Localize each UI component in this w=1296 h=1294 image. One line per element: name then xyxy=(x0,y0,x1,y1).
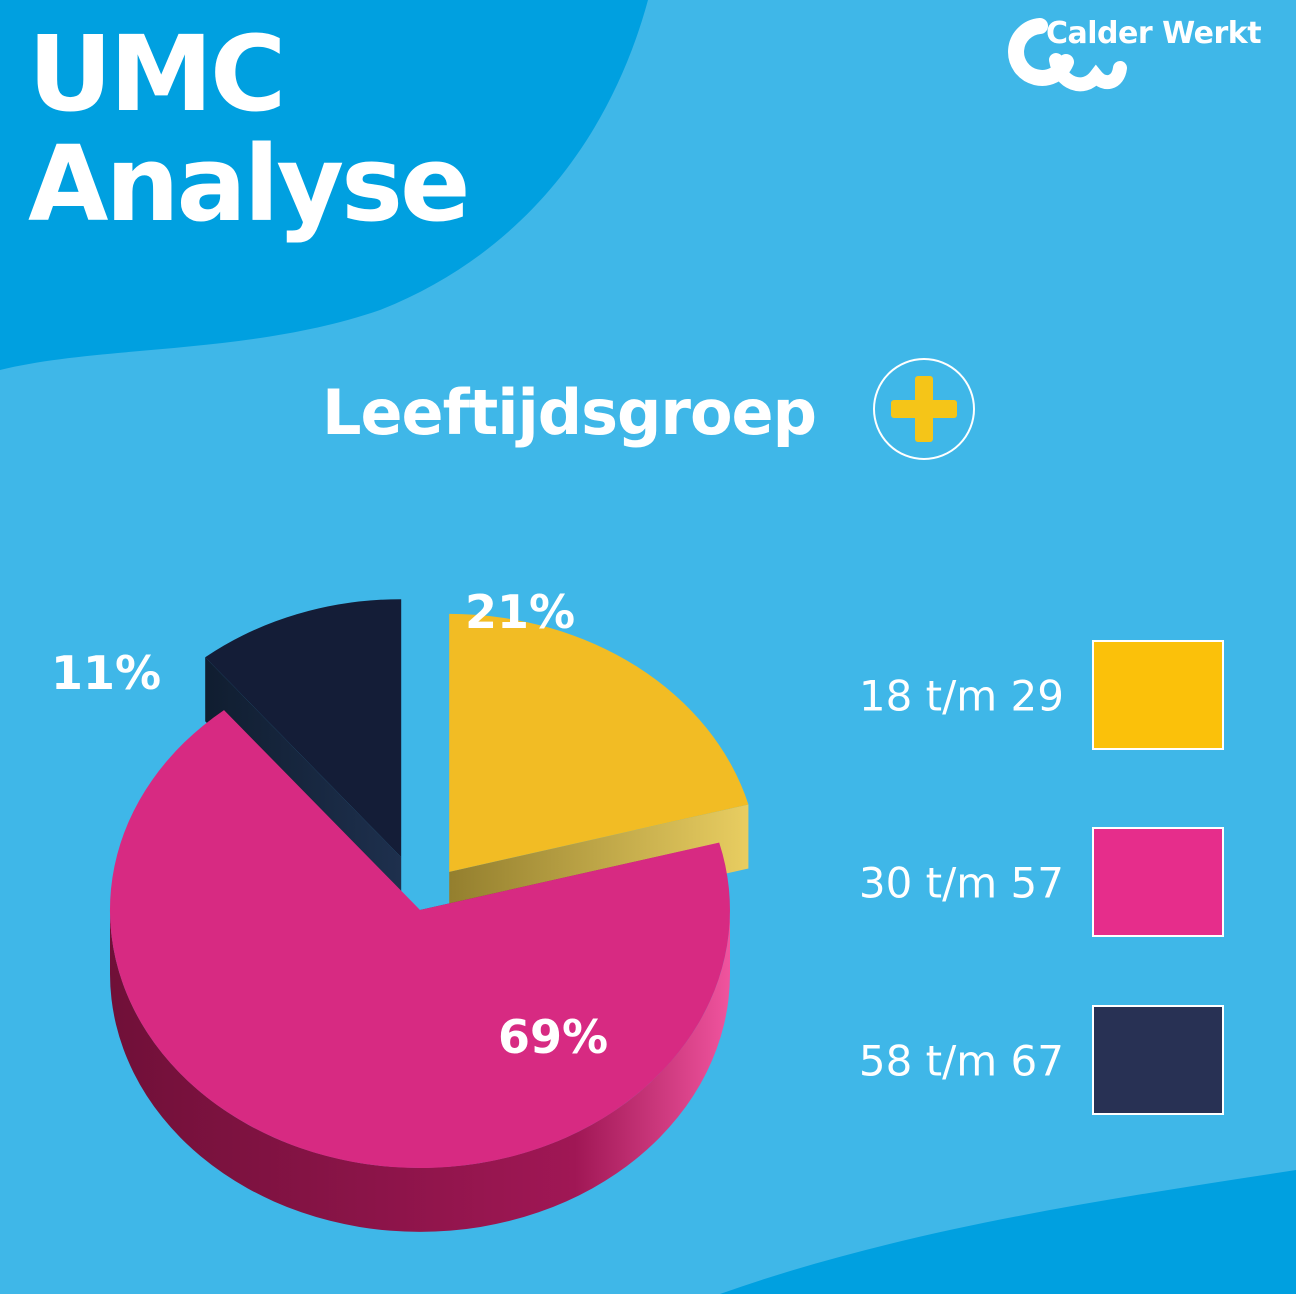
bottom-right-wave xyxy=(720,1170,1296,1294)
legend-item-1: 18 t/m 29 xyxy=(800,640,1240,752)
brand-name: Calder Werkt xyxy=(1046,16,1262,51)
legend-label: 30 t/m 57 xyxy=(858,858,1064,908)
legend-item-2: 30 t/m 57 xyxy=(800,827,1240,939)
legend-swatch xyxy=(1092,640,1224,750)
pie-slice-3-top xyxy=(205,599,402,858)
chart-title: Leeftijdsgroep xyxy=(322,376,817,449)
data-label-1: 21% xyxy=(465,585,575,639)
page-title-line-2: Analyse xyxy=(28,123,471,245)
legend-label: 18 t/m 29 xyxy=(858,671,1064,721)
data-label-3: 11% xyxy=(51,646,161,700)
expand-plus-button[interactable] xyxy=(870,355,978,463)
pie-chart: 21% 69% 11% xyxy=(51,585,749,1232)
legend-swatch xyxy=(1092,827,1224,937)
legend-label: 58 t/m 67 xyxy=(858,1036,1064,1086)
plus-button-ring xyxy=(873,358,975,460)
data-label-2: 69% xyxy=(498,1010,608,1064)
top-left-wave xyxy=(0,0,648,370)
pie-slice-2 xyxy=(109,710,730,1232)
pie-slice-2-top xyxy=(109,710,730,1169)
pie-slice-2-outer-side-1 xyxy=(110,910,730,1232)
legend-item-3: 58 t/m 67 xyxy=(800,1005,1240,1117)
calder-werkt-logo-icon xyxy=(1008,18,1127,92)
legend-swatch xyxy=(1092,1005,1224,1115)
plus-icon-vertical xyxy=(915,376,933,442)
page-title-line-1: UMC xyxy=(28,13,286,135)
pie-slice-1-top xyxy=(449,613,749,872)
